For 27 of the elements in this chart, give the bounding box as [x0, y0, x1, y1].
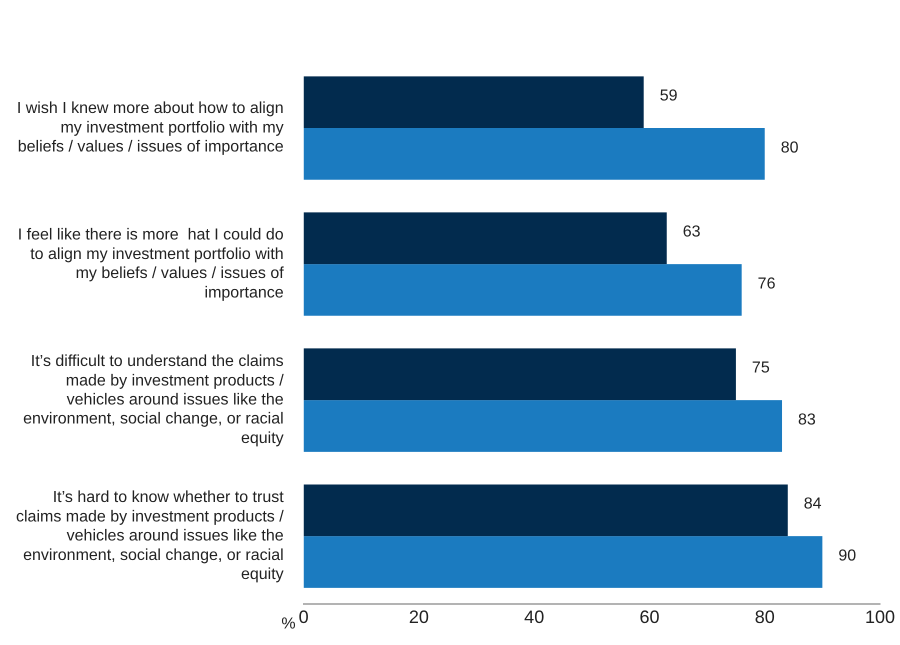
y-tick-label: I feel like there is more hat I could do to align my investment portfolio with my beliefs / values / issues of importance: [18, 226, 284, 302]
bar: [304, 212, 667, 264]
data-label: 76: [758, 275, 776, 292]
x-tick-label: 60: [639, 606, 660, 627]
x-tick-label: 40: [524, 606, 544, 627]
data-label: 90: [838, 547, 856, 564]
data-label: 63: [682, 224, 701, 241]
data-label: 75: [752, 360, 770, 377]
x-tick-label: 20: [408, 606, 429, 627]
x-tick-label: 0: [298, 606, 309, 627]
y-tick-label: It’s hard to know whether to trust claims made by investment products / vehicles around issues like the environment, social change, or racial equity: [16, 489, 284, 583]
bar: [304, 400, 782, 452]
bar: [304, 348, 736, 400]
bar: [304, 536, 822, 588]
x-tick-label: 80: [754, 606, 775, 627]
data-label: 80: [780, 139, 799, 156]
bar: [304, 128, 765, 180]
y-tick-label: I wish I knew more about how to align my investment portfolio with my beliefs / values / issues of importance: [16, 100, 284, 156]
x-axis-title: %: [281, 616, 296, 633]
bar: [304, 76, 644, 128]
data-label: 83: [798, 411, 816, 428]
bar: [304, 484, 788, 536]
data-label: 59: [660, 88, 678, 105]
bar: [304, 264, 742, 316]
y-tick-label: It’s difficult to understand the claims made by investment products / vehicles around issues like the environment, social change, or racial equity: [23, 353, 284, 447]
x-tick-label: 100: [864, 606, 896, 627]
data-label: 84: [804, 496, 822, 513]
